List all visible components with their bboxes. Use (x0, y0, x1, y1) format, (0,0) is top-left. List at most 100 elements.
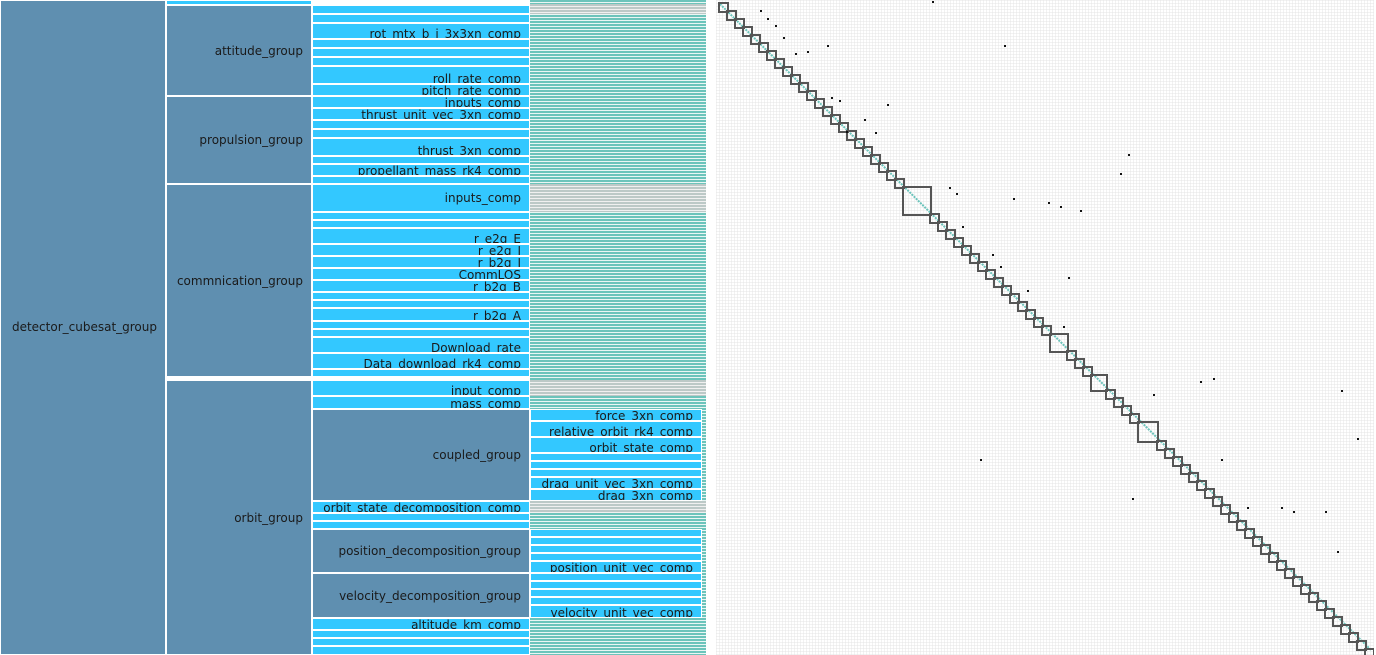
matrix-block[interactable] (1356, 640, 1367, 651)
component-cell[interactable] (312, 630, 530, 638)
matrix-block[interactable] (854, 138, 865, 149)
component-cell[interactable] (530, 537, 702, 545)
matrix-block[interactable] (1236, 520, 1247, 531)
connection-dot[interactable] (1200, 381, 1202, 383)
commnication-group-cell[interactable]: commnication_group (166, 184, 312, 377)
matrix-block[interactable] (1137, 421, 1159, 443)
component-cell[interactable]: position_unit_vec_comp (530, 561, 702, 573)
matrix-block[interactable] (1188, 472, 1199, 483)
connection-dot[interactable] (1247, 507, 1249, 509)
matrix-block[interactable] (782, 66, 793, 77)
matrix-block[interactable] (1105, 389, 1116, 400)
matrix-block[interactable] (838, 122, 849, 133)
matrix-block[interactable] (790, 74, 801, 85)
matrix-block[interactable] (1284, 568, 1295, 579)
component-cell[interactable]: CommLOS (312, 268, 530, 280)
component-cell[interactable]: input_comp (312, 380, 530, 396)
matrix-block[interactable] (1332, 616, 1343, 627)
component-cell[interactable] (312, 513, 530, 521)
matrix-block[interactable] (961, 245, 972, 256)
matrix-block[interactable] (894, 178, 905, 189)
matrix-block[interactable] (1180, 464, 1191, 475)
matrix-connections[interactable] (760, 1, 1359, 553)
matrix-block[interactable] (742, 26, 753, 37)
component-cell[interactable]: relative_orbit_rk4_comp (530, 421, 702, 437)
connection-dot[interactable] (1281, 507, 1283, 509)
matrix-block[interactable] (758, 42, 769, 53)
component-cell[interactable] (530, 453, 702, 461)
component-cell[interactable] (530, 573, 702, 581)
component-cell[interactable]: orbit_state_comp (530, 437, 702, 453)
component-cell[interactable] (312, 638, 530, 646)
component-cell[interactable]: orbit_state_decomposition_comp (312, 501, 530, 513)
connection-dot[interactable] (864, 119, 866, 121)
matrix-block[interactable] (766, 50, 777, 61)
component-cell[interactable] (530, 461, 702, 469)
component-cell[interactable] (312, 48, 530, 57)
component-cell[interactable]: r_b2g_B (312, 280, 530, 292)
component-cell[interactable]: inputs_comp (312, 96, 530, 108)
component-cell[interactable]: pitch_rate_comp (312, 84, 530, 96)
component-cell[interactable] (530, 469, 702, 477)
matrix-block[interactable] (1009, 293, 1020, 304)
matrix-block[interactable] (1017, 301, 1028, 312)
connection-dot[interactable] (1060, 206, 1062, 208)
matrix-block[interactable] (1066, 350, 1077, 361)
matrix-block[interactable] (886, 170, 897, 181)
matrix-block[interactable] (806, 90, 817, 101)
component-cell[interactable] (312, 39, 530, 48)
connection-dot[interactable] (1325, 511, 1327, 513)
component-cell[interactable] (530, 581, 702, 589)
matrix-block[interactable] (1113, 397, 1124, 408)
matrix-block[interactable] (1041, 325, 1052, 336)
matrix-block[interactable] (1082, 366, 1093, 377)
matrix-block[interactable] (822, 106, 833, 117)
component-cell[interactable]: thrust_unit_vec_3xn_comp (312, 108, 530, 120)
matrix-block[interactable] (985, 269, 996, 280)
matrix-block[interactable] (937, 221, 948, 232)
component-cell[interactable]: rot_mtx_b_i_3x3xn_comp (312, 23, 530, 39)
component-cell[interactable] (312, 646, 530, 655)
matrix-block[interactable] (929, 213, 940, 224)
component-cell[interactable] (312, 220, 530, 228)
matrix-block[interactable] (1316, 600, 1327, 611)
matrix-block[interactable] (1364, 648, 1374, 655)
component-cell[interactable] (530, 545, 702, 553)
matrix-block[interactable] (1292, 576, 1303, 587)
connection-dot[interactable] (1063, 326, 1065, 328)
matrix-block[interactable] (1001, 285, 1012, 296)
matrix-block[interactable] (1090, 374, 1108, 392)
component-cell[interactable]: altitude_km_comp (312, 618, 530, 630)
matrix-block[interactable] (945, 229, 956, 240)
matrix-block[interactable] (1308, 592, 1319, 603)
matrix-block[interactable] (1244, 528, 1255, 539)
connection-dot[interactable] (962, 226, 964, 228)
matrix-block[interactable] (1276, 560, 1287, 571)
matrix-block[interactable] (1172, 456, 1183, 467)
matrix-block[interactable] (1348, 632, 1359, 643)
top-component-cell[interactable] (166, 0, 312, 5)
matrix-block[interactable] (1220, 504, 1231, 515)
component-cell[interactable] (312, 5, 530, 14)
component-cell[interactable]: Download_rate (312, 337, 530, 353)
connection-dot[interactable] (760, 10, 762, 12)
coupled-group-cell[interactable]: coupled_group (312, 409, 530, 501)
connection-dot[interactable] (783, 37, 785, 39)
component-cell[interactable]: roll_rate_comp (312, 66, 530, 84)
component-cell[interactable]: drag_3xn_comp (530, 489, 702, 501)
matrix-block[interactable] (1033, 317, 1044, 328)
connection-dot[interactable] (1048, 202, 1050, 204)
component-cell[interactable] (312, 120, 530, 129)
connection-dot[interactable] (795, 53, 797, 55)
matrix-block[interactable] (846, 130, 857, 141)
connection-dot[interactable] (956, 193, 958, 195)
connection-dot[interactable] (1341, 390, 1343, 392)
component-cell[interactable] (312, 212, 530, 220)
matrix-block[interactable] (1228, 512, 1239, 523)
connection-dot[interactable] (949, 187, 951, 189)
component-cell[interactable]: drag_unit_vec_3xn_comp (530, 477, 702, 489)
component-cell[interactable]: inputs_comp (312, 184, 530, 212)
matrix-block[interactable] (1252, 536, 1263, 547)
velocity-decomposition-group-cell[interactable]: velocity_decomposition_group (312, 573, 530, 618)
component-cell[interactable] (530, 589, 702, 597)
